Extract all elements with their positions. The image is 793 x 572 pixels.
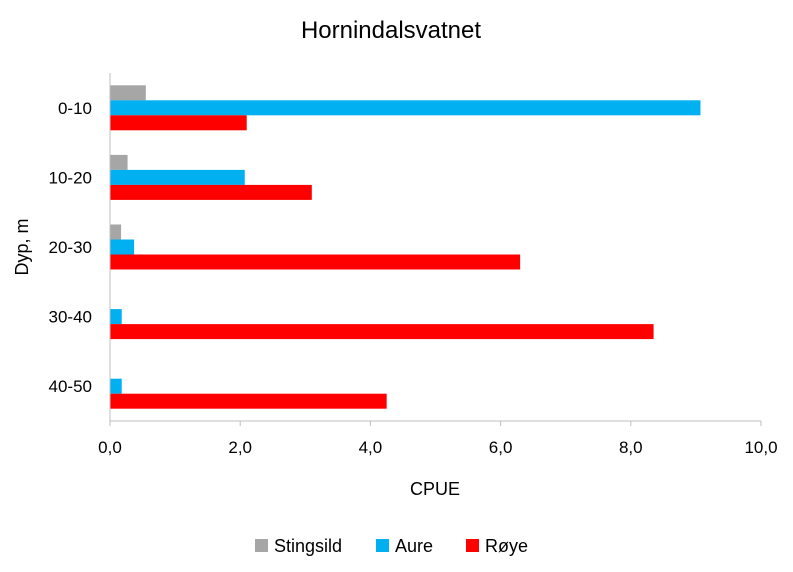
x-tick-label: 10,0 [744,438,777,457]
y-tick-labels: 0-10 10-20 20-30 30-40 40-50 [49,99,92,396]
bars-group [110,85,701,409]
legend-swatch-stingsild [255,539,268,552]
legend-label-aure: Aure [395,536,433,556]
x-tick-label: 2,0 [228,438,252,457]
legend: Stingsild Aure Røye [255,536,528,556]
x-axis-title: CPUE [410,479,460,499]
bar-aure-10-20 [110,169,245,185]
x-tick-label: 8,0 [619,438,643,457]
legend-label-røye: Røye [485,536,528,556]
y-tick-label: 20-30 [49,238,92,257]
bar-røye-40-50 [110,393,387,409]
bar-aure-40-50 [110,378,122,394]
legend-swatch-aure [376,539,389,552]
bar-røye-0-10 [110,115,247,131]
x-tick-label: 4,0 [359,438,383,457]
y-tick-label: 0-10 [58,99,92,118]
y-tick-label: 40-50 [49,377,92,396]
bar-aure-30-40 [110,309,122,325]
x-tick-label: 6,0 [489,438,513,457]
bar-røye-30-40 [110,324,654,340]
bar-røye-10-20 [110,184,312,200]
bar-røye-20-30 [110,254,521,270]
bar-aure-0-10 [110,100,701,116]
y-tick-label: 10-20 [49,168,92,187]
legend-swatch-røye [466,539,479,552]
y-tick-label: 30-40 [49,308,92,327]
legend-label-stingsild: Stingsild [274,536,342,556]
y-axis-title: Dyp, m [12,218,32,275]
x-tick-labels: 0,0 2,0 4,0 6,0 8,0 10,0 [98,421,778,457]
bar-aure-20-30 [110,239,135,255]
bar-stingsild-0-10 [110,85,146,101]
bar-stingsild-10-20 [110,154,128,170]
bar-stingsild-20-30 [110,224,122,240]
chart-title: Hornindalsvatnet [301,17,481,44]
x-tick-label: 0,0 [98,438,122,457]
